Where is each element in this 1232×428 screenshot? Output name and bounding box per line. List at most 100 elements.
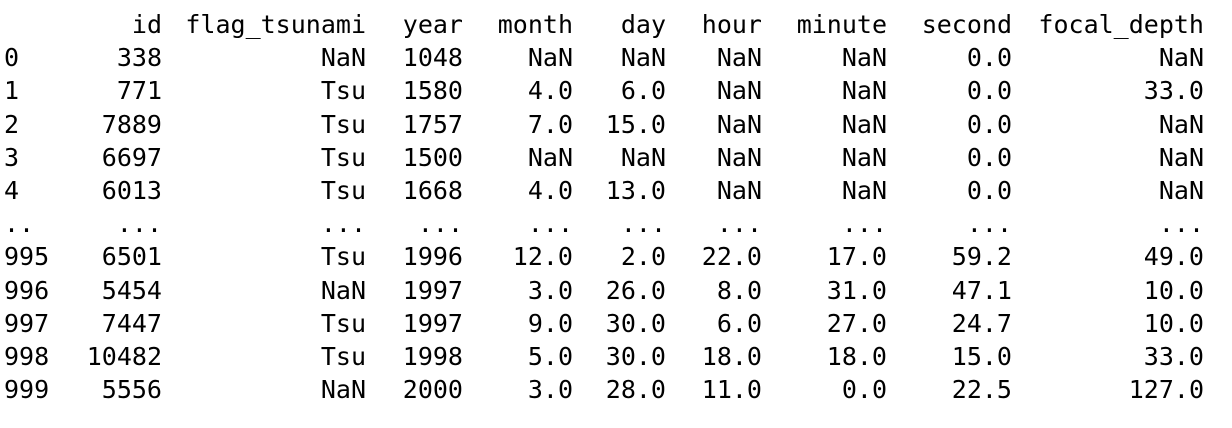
column-header-flag-tsunami: flag_tsunami [185,10,366,39]
index-header [4,8,84,41]
cell-second: 24.7 [951,308,1012,338]
cell-flag-tsunami: NaN [320,275,366,305]
cell-hour: NaN [716,109,762,139]
cell-month: 5.0 [527,342,573,372]
row-index: 999 [4,375,50,405]
cell-id: 338 [116,43,162,73]
row-index: 1 [4,76,20,106]
cell-id: 771 [116,76,162,106]
cell-id: 6501 [101,242,162,272]
cell-year: 1997 [402,275,463,305]
cell-year: 1996 [402,242,463,272]
cell-year: 1757 [402,109,463,139]
cell-day: 28.0 [605,375,666,405]
column-header-second: second [921,10,1012,39]
table-row: 996 5454 NaN 1997 3.0 26.0 8.0 31.0 47.1… [4,274,1204,307]
cell-month: 7.0 [527,109,573,139]
cell-hour: 6.0 [716,308,762,338]
cell-focal-depth: NaN [1158,109,1204,139]
cell-id: 6013 [101,176,162,206]
dataframe-body: 0 338 NaN 1048 NaN NaN NaN NaN 0.0 NaN 1… [4,41,1204,406]
row-index: 997 [4,308,50,338]
cell-focal-depth: NaN [1158,142,1204,172]
cell-hour: 11.0 [701,375,762,405]
table-row: 999 5556 NaN 2000 3.0 28.0 11.0 0.0 22.5… [4,373,1204,406]
cell-second: ... [966,209,1012,239]
cell-second: 47.1 [951,275,1012,305]
row-index: 0 [4,43,20,73]
cell-minute: 0.0 [841,375,887,405]
cell-hour: NaN [716,76,762,106]
cell-second: 0.0 [966,76,1012,106]
cell-day: 13.0 [605,176,666,206]
column-header-hour: hour [701,10,762,39]
table-row: 3 6697 Tsu 1500 NaN NaN NaN NaN 0.0 NaN [4,141,1204,174]
cell-month: 4.0 [527,176,573,206]
cell-month: 4.0 [527,76,573,106]
cell-day: 6.0 [620,76,666,106]
row-index: 3 [4,142,20,172]
cell-focal-depth: NaN [1158,43,1204,73]
cell-minute: ... [841,209,887,239]
cell-year: 2000 [402,375,463,405]
cell-hour: ... [716,209,762,239]
row-index: 996 [4,275,50,305]
cell-flag-tsunami: Tsu [320,176,366,206]
cell-day: NaN [620,43,666,73]
cell-year: 1668 [402,176,463,206]
cell-focal-depth: 33.0 [1143,342,1204,372]
row-index: 998 [4,342,50,372]
cell-second: 15.0 [951,342,1012,372]
column-header-day: day [620,10,666,39]
cell-year: 1997 [402,308,463,338]
row-index: .. [4,209,35,239]
table-row: 995 6501 Tsu 1996 12.0 2.0 22.0 17.0 59.… [4,240,1204,273]
cell-second: 0.0 [966,109,1012,139]
cell-minute: 18.0 [826,342,887,372]
cell-second: 0.0 [966,142,1012,172]
dataframe-header: id flag_tsunami year month day hour minu… [4,8,1204,41]
column-header-id: id [131,10,162,39]
cell-minute: NaN [841,76,887,106]
table-row: 997 7447 Tsu 1997 9.0 30.0 6.0 27.0 24.7… [4,307,1204,340]
cell-second: 0.0 [966,176,1012,206]
cell-month: ... [527,209,573,239]
row-index: 995 [4,242,50,272]
cell-year: 1500 [402,142,463,172]
table-row: 4 6013 Tsu 1668 4.0 13.0 NaN NaN 0.0 NaN [4,174,1204,207]
table-row: 1 771 Tsu 1580 4.0 6.0 NaN NaN 0.0 33.0 [4,74,1204,107]
cell-minute: 31.0 [826,275,887,305]
header-row: id flag_tsunami year month day hour minu… [4,8,1204,41]
cell-year: 1048 [402,43,463,73]
cell-minute: 17.0 [826,242,887,272]
table-row: 2 7889 Tsu 1757 7.0 15.0 NaN NaN 0.0 NaN [4,108,1204,141]
cell-focal-depth: 10.0 [1143,275,1204,305]
cell-hour: NaN [716,142,762,172]
row-index: 4 [4,176,20,206]
dataframe-output: id flag_tsunami year month day hour minu… [4,8,1204,406]
ellipsis-row: .. ... ... ... ... ... ... ... ... ... [4,207,1204,240]
table-row: 0 338 NaN 1048 NaN NaN NaN NaN 0.0 NaN [4,41,1204,74]
cell-hour: 22.0 [701,242,762,272]
cell-year: 1998 [402,342,463,372]
cell-month: 3.0 [527,375,573,405]
cell-flag-tsunami: NaN [320,375,366,405]
cell-minute: NaN [841,176,887,206]
column-header-minute: minute [796,10,887,39]
cell-month: 3.0 [527,275,573,305]
column-header-focal-depth: focal_depth [1038,10,1204,39]
cell-focal-depth: NaN [1158,176,1204,206]
cell-flag-tsunami: Tsu [320,308,366,338]
cell-day: 2.0 [620,242,666,272]
cell-id: 5556 [101,375,162,405]
cell-minute: NaN [841,142,887,172]
cell-id: 7889 [101,109,162,139]
cell-id: 5454 [101,275,162,305]
cell-day: ... [620,209,666,239]
cell-focal-depth: ... [1158,209,1204,239]
cell-id: 7447 [101,308,162,338]
column-header-month: month [497,10,573,39]
cell-second: 0.0 [966,43,1012,73]
cell-month: 12.0 [512,242,573,272]
cell-id: ... [116,209,162,239]
